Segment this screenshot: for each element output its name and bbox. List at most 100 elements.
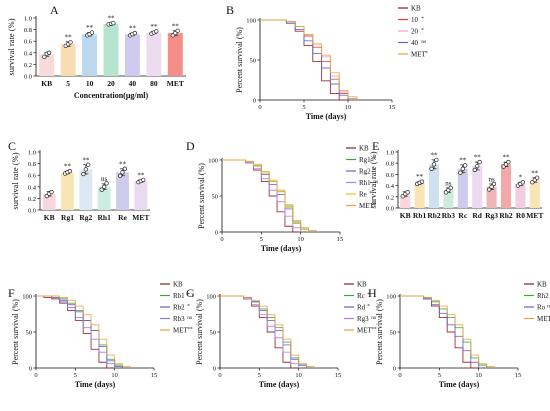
- y-tick-label: 0.2: [28, 196, 36, 203]
- legend-label: MET: [357, 327, 373, 335]
- legend-mark: *: [425, 51, 428, 57]
- bar: [167, 33, 183, 76]
- x-tick-label: 15: [335, 372, 342, 379]
- legend-label: KB: [411, 5, 421, 13]
- data-point: [89, 30, 95, 35]
- y-axis-label: Percent survival (%): [197, 163, 206, 229]
- x-tick-label: 10: [345, 104, 352, 111]
- category-label: Rg1: [61, 213, 74, 222]
- bar: [146, 32, 162, 76]
- survival-curve: [222, 159, 309, 232]
- x-tick-label: 10: [297, 236, 304, 243]
- data-point: [102, 184, 107, 189]
- category-label: Re: [118, 213, 127, 222]
- legend-mark: ns: [373, 179, 378, 185]
- legend-mark: **: [187, 327, 193, 333]
- survival-curve: [400, 295, 495, 368]
- data-point: [104, 181, 109, 186]
- survival-curve: [36, 295, 123, 368]
- significance-label: **: [416, 173, 424, 181]
- survival-curve: [260, 19, 358, 100]
- y-tick-label: 0.0: [386, 206, 394, 213]
- y-axis-label: Percent survival (%): [235, 27, 244, 93]
- y-tick-label: 50: [26, 330, 33, 337]
- survival-curve: [260, 19, 358, 100]
- x-tick-label: 0: [258, 104, 261, 111]
- significance-label: **: [474, 154, 482, 162]
- y-axis-label: survival rate (%): [6, 18, 16, 75]
- x-tick-label: 5: [438, 372, 441, 379]
- y-tick-label: 100: [22, 294, 32, 301]
- significance-label: **: [503, 154, 511, 162]
- y-tick-label: 0.8: [386, 161, 394, 168]
- survival-curve: [222, 159, 309, 232]
- x-tick-label: 10: [295, 372, 302, 379]
- legend-label: 20: [411, 28, 419, 36]
- significance-label: **: [531, 169, 539, 177]
- x-axis-label: Time (days): [259, 380, 300, 389]
- significance-label: ns: [445, 179, 452, 187]
- data-point: [122, 166, 128, 171]
- y-tick-label: 0.4: [24, 50, 33, 57]
- legend-label: Rg2: [359, 168, 371, 176]
- category-label: KB: [44, 213, 55, 222]
- legend-label: 10: [411, 16, 419, 24]
- category-label: Rh1: [97, 213, 111, 222]
- category-label: Rg2: [79, 213, 92, 222]
- data-point: [49, 189, 54, 195]
- legend-label: Rb2: [173, 304, 185, 312]
- bar: [134, 181, 148, 210]
- survival-curve: [260, 19, 358, 100]
- bar: [79, 169, 93, 210]
- category-label: KB: [400, 211, 411, 220]
- category-label: MET: [132, 213, 149, 222]
- survival-curve: [222, 159, 317, 232]
- bar: [39, 54, 55, 76]
- panel-c: C 0.0 0.2 0.4 0.6 0.8 1.0 survival rate (%) KB **…: [8, 139, 150, 222]
- x-tick-label: 5: [260, 236, 263, 243]
- bar: [529, 180, 540, 208]
- panel-letter: E: [372, 139, 379, 153]
- bar: [486, 186, 497, 208]
- data-point: [472, 167, 477, 173]
- survival-curve: [222, 159, 309, 232]
- y-axis-label: survival rate (%): [368, 151, 378, 208]
- y-tick-label: 0.8: [24, 27, 32, 34]
- data-point: [458, 170, 463, 175]
- survival-curve: [220, 295, 307, 368]
- data-point: [175, 28, 180, 33]
- bar: [61, 172, 74, 210]
- x-tick-label: 5: [258, 372, 261, 379]
- significance-label: **: [86, 24, 94, 32]
- legend-mark: **: [371, 327, 377, 333]
- x-axis-label: Time (days): [439, 380, 480, 389]
- y-tick-label: 50: [250, 58, 257, 65]
- panel-letter: H: [368, 286, 377, 300]
- y-tick-label: 0: [213, 366, 216, 373]
- legend-mark: *: [187, 292, 190, 298]
- x-axis-label: Time (days): [75, 380, 116, 389]
- x-tick-label: 15: [337, 236, 344, 243]
- significance-label: **: [431, 151, 439, 159]
- data-point: [477, 159, 482, 165]
- significance-label: *: [519, 174, 523, 182]
- significance-label: **: [129, 25, 137, 33]
- y-tick-label: 0.6: [28, 173, 37, 180]
- category-label: 5: [66, 79, 70, 88]
- y-tick-label: 0: [215, 230, 218, 237]
- category-label: Rg3: [485, 211, 498, 220]
- panel-letter: A: [50, 3, 59, 17]
- data-point: [491, 181, 497, 187]
- data-point: [86, 162, 91, 167]
- data-point: [448, 185, 453, 190]
- category-label: 10: [86, 79, 94, 88]
- category-label: 20: [107, 79, 115, 88]
- significance-label: **: [64, 163, 72, 171]
- legend-mark: *: [187, 304, 190, 310]
- y-tick-label: 0: [29, 366, 32, 373]
- data-point: [487, 187, 492, 192]
- legend-label: Rg3: [357, 315, 369, 323]
- legend-label: Rh1: [359, 179, 371, 187]
- significance-label: **: [82, 156, 90, 164]
- significance-label: **: [172, 22, 180, 30]
